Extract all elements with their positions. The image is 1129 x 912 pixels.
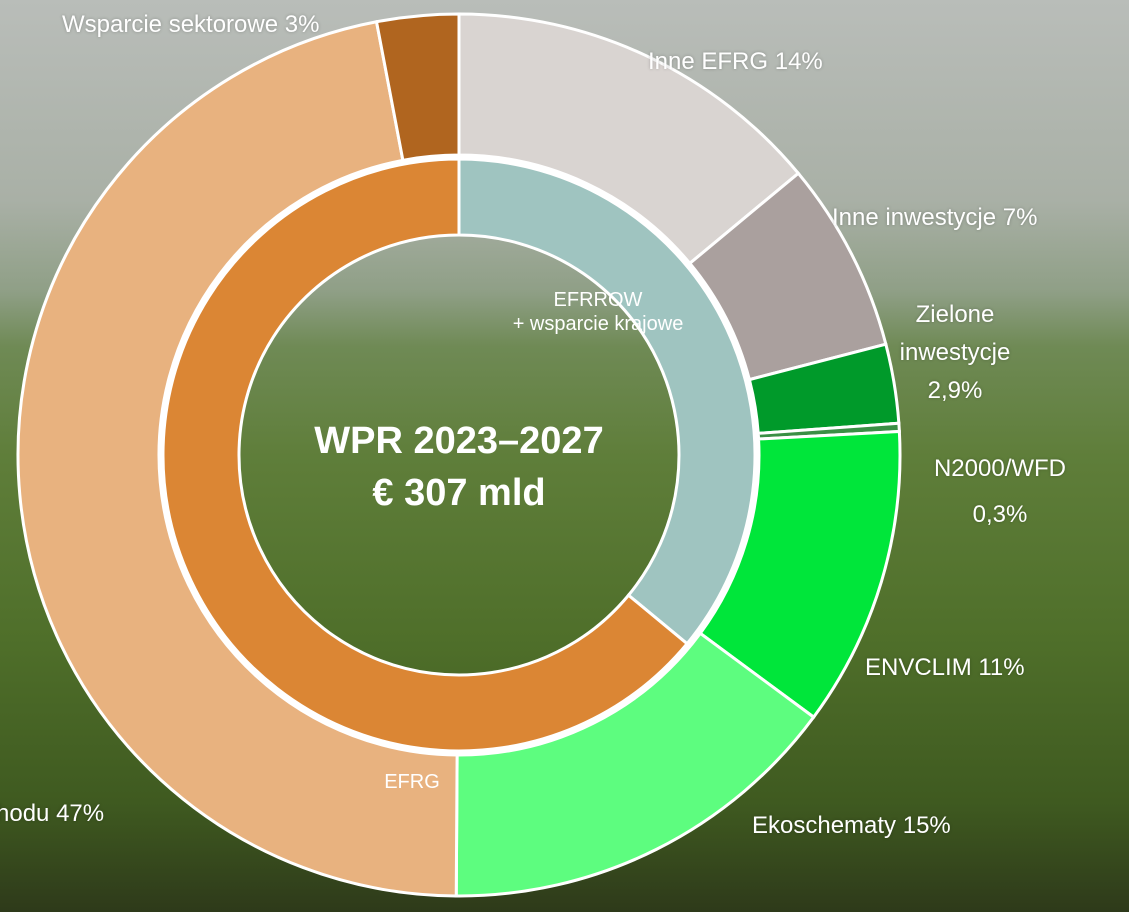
inner-label-line: EFRROW: [478, 288, 718, 312]
slice-value-label: 15%: [903, 812, 951, 839]
slice-value-label: 2,9%: [928, 377, 983, 404]
slice-name: Inne EFRG: [648, 48, 768, 75]
slice-label: ENVCLIM 11%: [865, 649, 1025, 687]
slice-label: hodu 47%: [0, 795, 104, 833]
slice-value-label: 0,3%: [973, 501, 1028, 528]
chart-subtitle: € 307 mld: [259, 472, 659, 515]
slice-label: Inne EFRG 14%: [648, 43, 823, 81]
slice-value-label: 7%: [1003, 204, 1038, 231]
slice-label: N2000/WFD 0,3%: [905, 446, 1095, 538]
slice-value-label: 47%: [56, 800, 104, 827]
slice-name: Ekoschematy: [752, 812, 896, 839]
slice-name: ENVCLIM: [865, 654, 972, 681]
slice-label: Ekoschematy 15%: [752, 807, 951, 845]
inner-slice-label: EFRROW+ wsparcie krajowe: [478, 288, 718, 336]
slice-value-label: 14%: [775, 48, 823, 75]
slice-name: Zielone inwestycje: [900, 301, 1011, 366]
slice-value-label: 11%: [978, 654, 1024, 681]
chart-title: WPR 2023–2027: [259, 420, 659, 463]
slice-name: hodu: [0, 800, 49, 827]
slice-name: Inne inwestycje: [832, 204, 996, 231]
inner-slice-label: EFRG: [362, 770, 462, 794]
stage: WPR 2023–2027 € 307 mld Inne EFRG 14%Inn…: [0, 0, 1129, 912]
slice-name: Wsparcie sektorowe: [62, 11, 278, 38]
inner-label-line: + wsparcie krajowe: [478, 312, 718, 336]
slice-label: Wsparcie sektorowe 3%: [62, 6, 319, 44]
slice-label: Zielone inwestycje 2,9%: [880, 296, 1030, 410]
slice-value-label: 3%: [285, 11, 320, 38]
inner-label-line: EFRG: [362, 770, 462, 794]
slice-name: N2000/WFD: [934, 455, 1066, 482]
slice-label: Inne inwestycje 7%: [832, 199, 1037, 237]
